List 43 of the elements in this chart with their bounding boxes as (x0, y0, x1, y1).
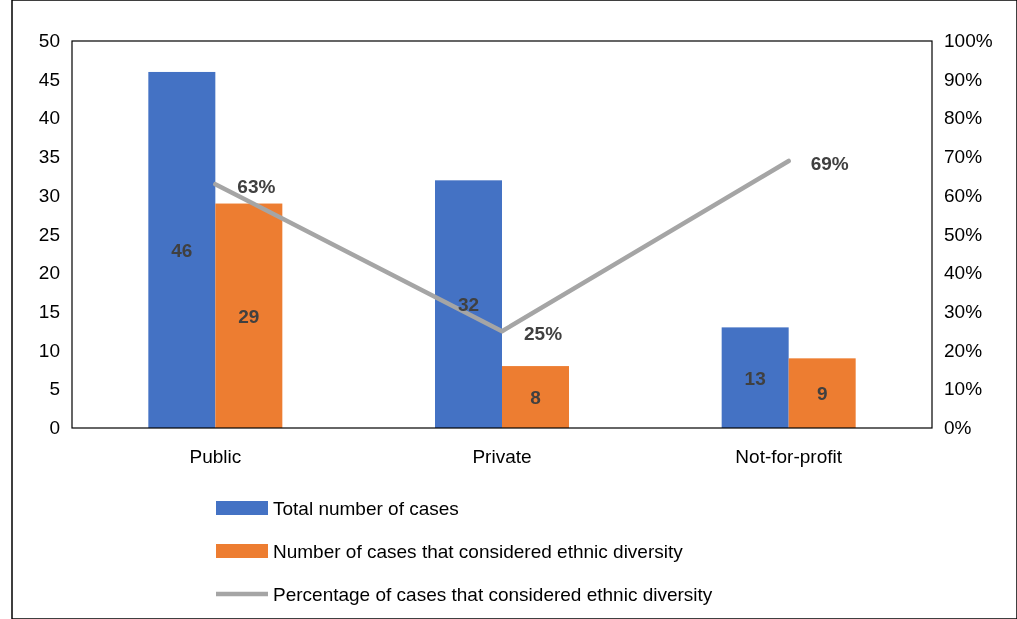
y2-tick-label: 30% (944, 300, 983, 322)
y2-tick-label: 90% (944, 68, 983, 90)
bar (502, 366, 569, 428)
y-tick-label: 10 (38, 339, 60, 361)
bar (148, 71, 216, 428)
data-label: 25% (524, 323, 563, 345)
bar (721, 327, 789, 428)
y-tick-label: 5 (49, 378, 60, 400)
legend-label: Percentage of cases that considered ethnic diversity (273, 584, 713, 605)
data-label: 13 (744, 367, 766, 389)
x-tick-label: Not-for-profit (735, 446, 843, 467)
legend-label: Number of cases that considered ethnic diversity (273, 541, 684, 562)
y2-tick-label: 70% (944, 146, 983, 168)
data-label: 69% (810, 152, 849, 174)
x-tick-label: Private (472, 446, 532, 467)
y2-tick-label: 100% (944, 30, 993, 51)
y2-tick-label: 0% (944, 417, 972, 438)
y-tick-label: 40 (38, 107, 60, 129)
y2-tick-label: 10% (944, 378, 983, 400)
data-label: 63% (237, 176, 276, 198)
y2-tick-label: 20% (944, 339, 983, 361)
data-label: 46 (171, 239, 193, 261)
data-label: 8 (530, 387, 541, 409)
y-tick-label: 20 (38, 262, 60, 284)
y-tick-label: 15 (38, 300, 60, 322)
y2-tick-label: 50% (944, 223, 983, 245)
y-tick-label: 50 (38, 30, 60, 51)
y-tick-label: 0 (49, 417, 60, 438)
x-tick-label: Public (189, 446, 242, 467)
bar (215, 203, 283, 428)
y-tick-label: 30 (38, 184, 60, 206)
data-label: 9 (816, 383, 828, 405)
y2-tick-label: 60% (944, 184, 983, 206)
bar (435, 180, 502, 428)
y-tick-label: 35 (38, 146, 60, 168)
data-label: 32 (457, 294, 480, 316)
bar (788, 358, 856, 428)
data-label: 29 (238, 305, 260, 327)
y-tick-label: 25 (38, 223, 60, 245)
y2-tick-label: 40% (944, 262, 983, 284)
y2-tick-label: 80% (944, 107, 983, 129)
legend-label: Total number of cases (273, 498, 459, 519)
y-tick-label: 45 (38, 68, 60, 90)
